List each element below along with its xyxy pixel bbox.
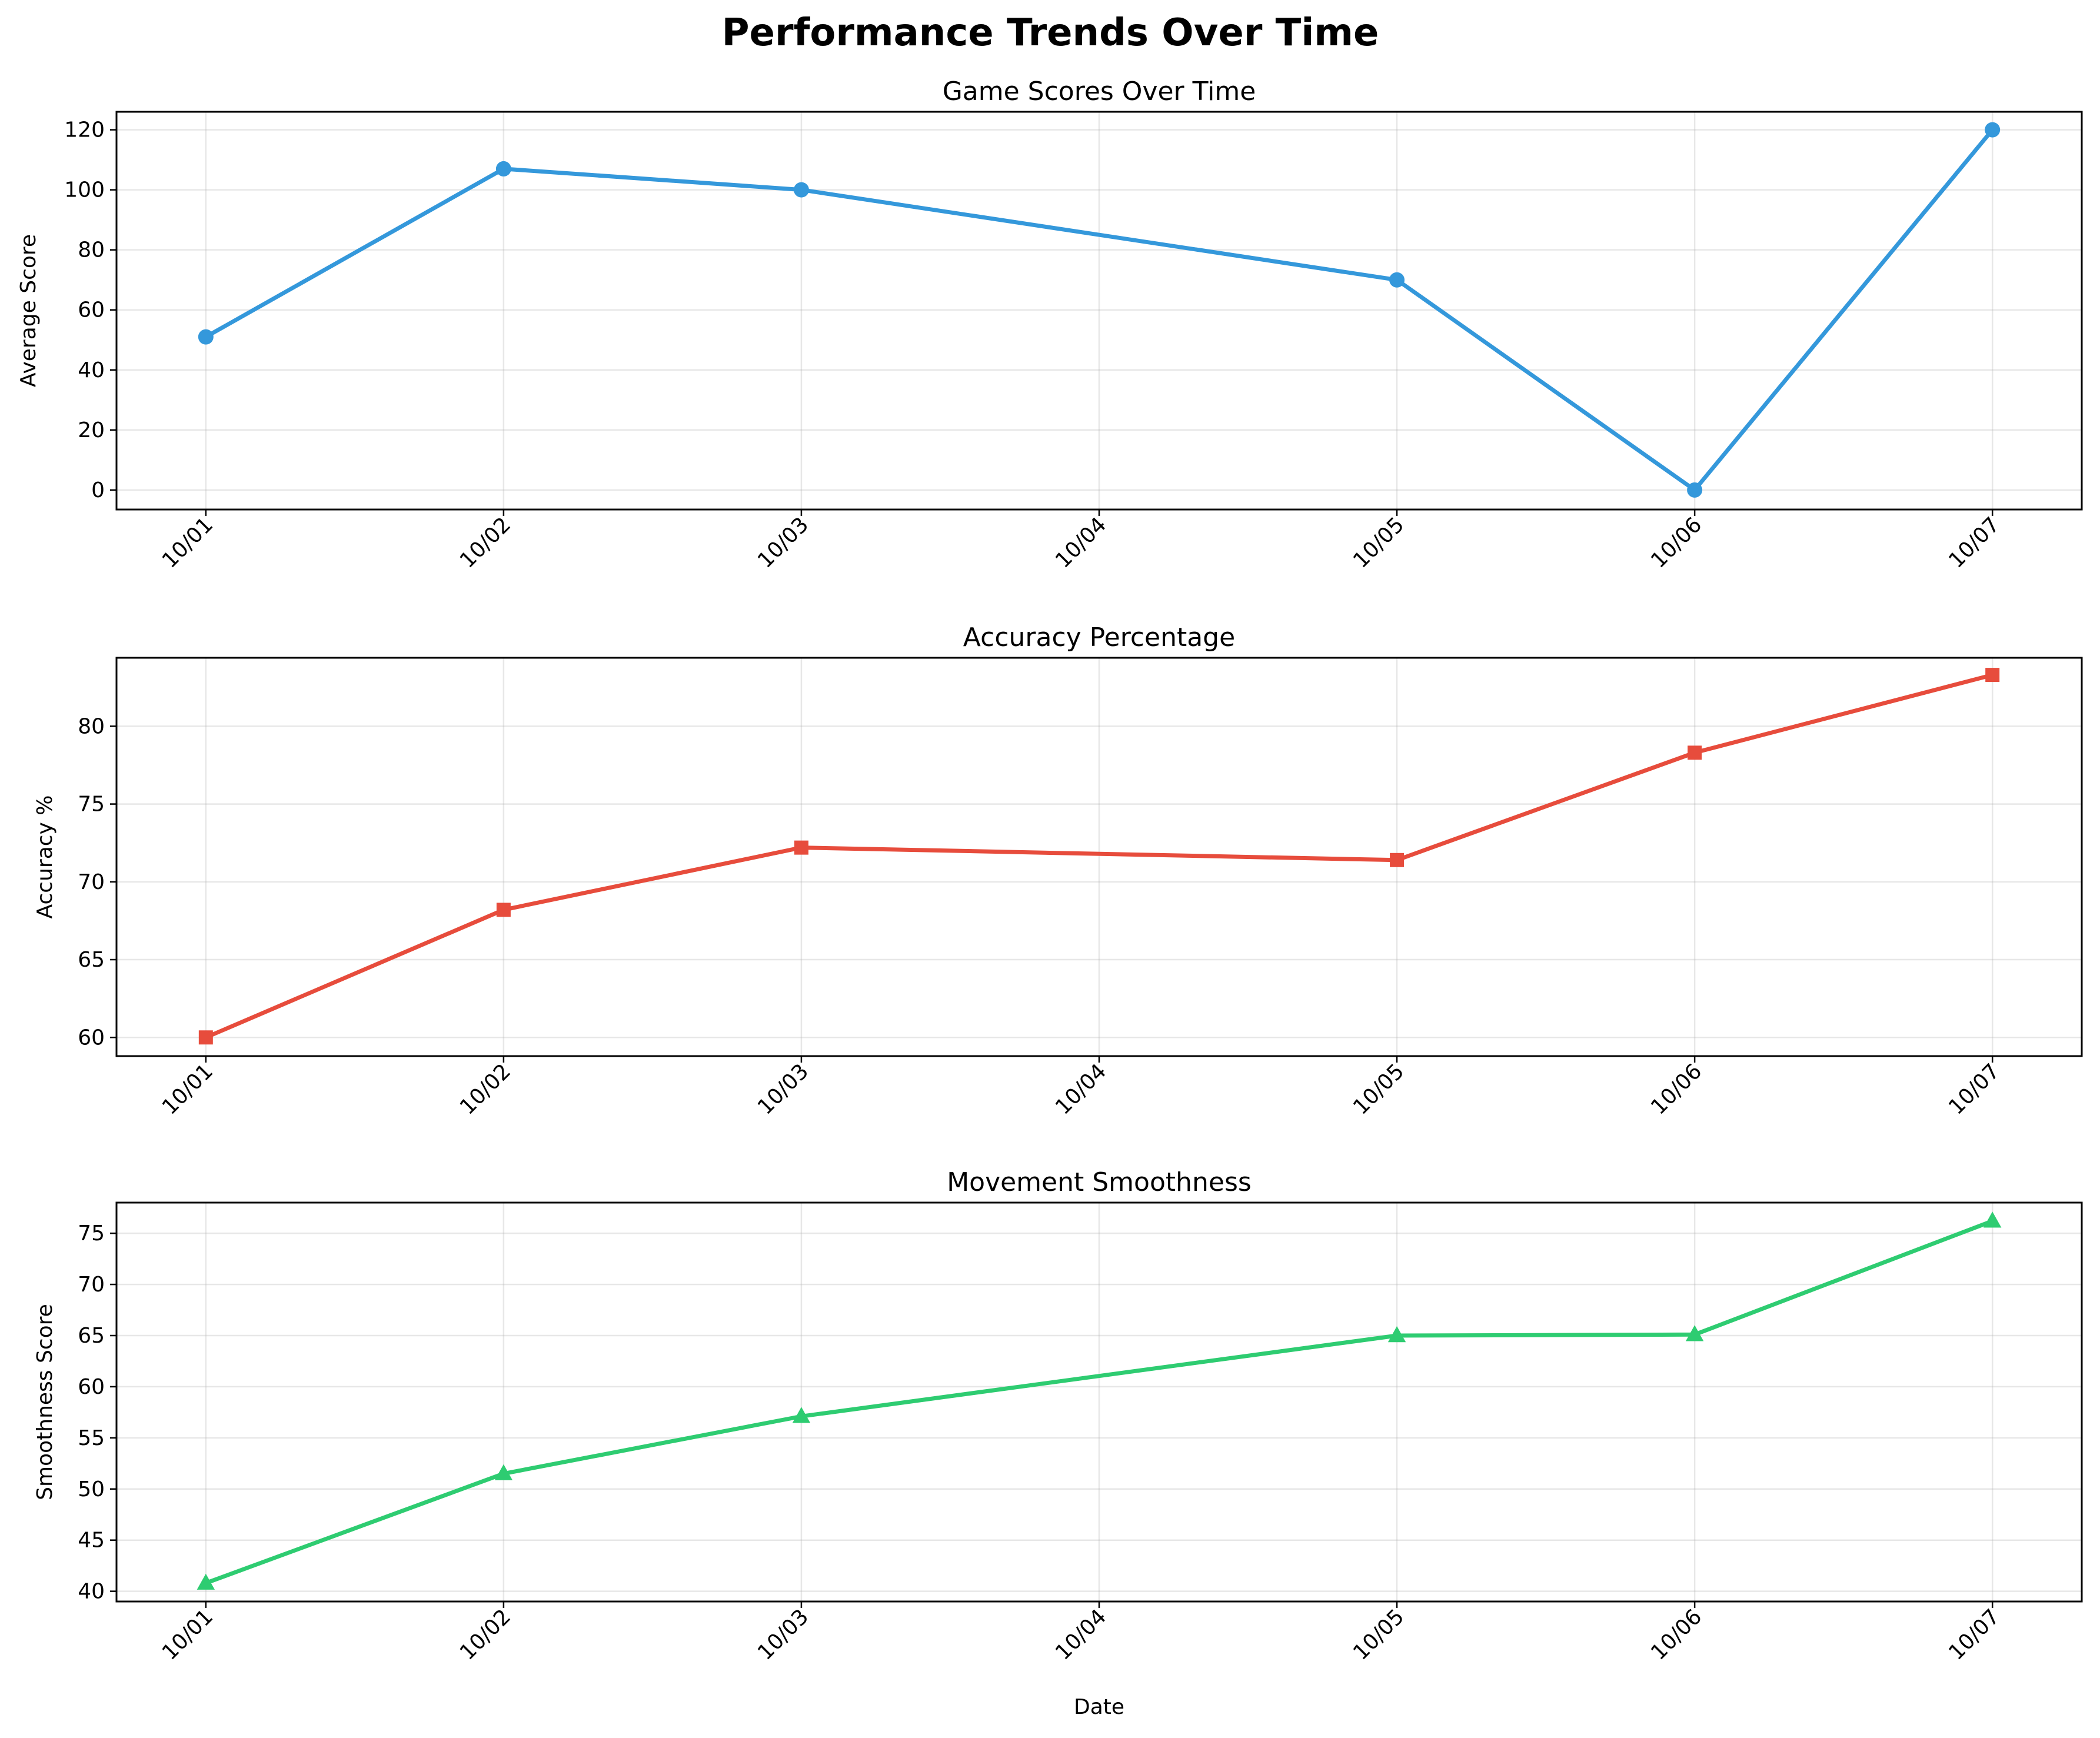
y-axis-label: Average Score: [16, 234, 41, 387]
data-point-10-05: [1390, 853, 1405, 867]
y-tick-label: 55: [78, 1426, 105, 1450]
y-tick-label: 45: [78, 1529, 105, 1553]
panel-title: Accuracy Percentage: [963, 622, 1235, 652]
data-point-10-02: [494, 1464, 513, 1480]
data-point-10-03: [792, 1407, 811, 1423]
panel-title: Game Scores Over Time: [943, 76, 1256, 106]
y-tick-label: 65: [78, 948, 105, 972]
y-axis-label: Accuracy %: [33, 795, 57, 918]
data-point-10-02: [495, 161, 511, 177]
y-tick-label: 0: [91, 478, 105, 502]
data-point-10-07: [1985, 122, 2001, 138]
data-point-10-06: [1688, 745, 1702, 760]
y-tick-label: 40: [78, 358, 105, 382]
series-line: [205, 1219, 1993, 1585]
data-point-10-01: [198, 329, 214, 345]
y-tick-label: 75: [78, 793, 105, 817]
data-point-10-07: [1983, 1211, 2002, 1228]
data-point-10-01: [197, 1573, 215, 1590]
y-tick-label: 40: [78, 1580, 105, 1604]
panel-title: Movement Smoothness: [947, 1167, 1252, 1197]
data-point-10-02: [496, 903, 511, 917]
y-tick-label: 60: [78, 1375, 105, 1399]
data-point-10-03: [794, 840, 808, 855]
data-point-10-06: [1687, 482, 1703, 498]
y-tick-label: 70: [78, 870, 105, 894]
y-tick-label: 75: [78, 1221, 105, 1246]
y-tick-label: 100: [64, 178, 105, 202]
y-tick-label: 50: [78, 1477, 105, 1501]
y-tick-label: 120: [64, 118, 105, 142]
y-tick-label: 70: [78, 1273, 105, 1297]
y-tick-label: 60: [78, 298, 105, 322]
data-point-10-05: [1387, 1326, 1406, 1343]
data-point-10-03: [793, 182, 809, 198]
figure-title: Performance Trends Over Time: [722, 11, 1379, 55]
data-point-10-06: [1685, 1325, 1704, 1341]
series-line: [205, 672, 1993, 1040]
y-tick-label: 80: [78, 238, 105, 262]
y-tick-label: 20: [78, 418, 105, 442]
y-tick-label: 65: [78, 1324, 105, 1348]
data-point-10-01: [198, 1030, 213, 1045]
series-line: [205, 128, 1994, 492]
y-axis-label: Smoothness Score: [33, 1304, 57, 1500]
data-point-10-05: [1389, 272, 1405, 288]
y-tick-label: 80: [78, 714, 105, 738]
y-tick-label: 60: [78, 1026, 105, 1050]
data-point-10-07: [1985, 668, 2000, 682]
x-axis-label: Date: [1074, 1695, 1124, 1719]
